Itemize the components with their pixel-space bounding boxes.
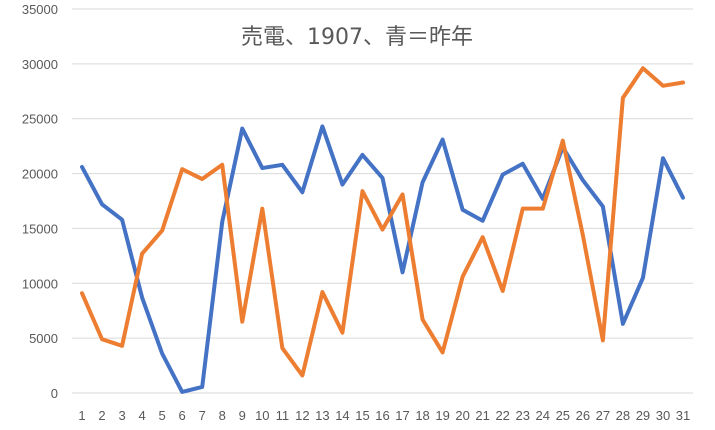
x-tick-label: 23 <box>515 408 529 423</box>
x-tick-label: 22 <box>495 408 509 423</box>
x-tick-label: 17 <box>395 408 409 423</box>
y-tick-label: 0 <box>51 386 58 401</box>
x-tick-label: 16 <box>375 408 389 423</box>
x-tick-label: 10 <box>255 408 269 423</box>
y-tick-label: 30000 <box>22 57 58 72</box>
series-lines <box>80 66 685 394</box>
x-tick-label: 21 <box>475 408 489 423</box>
x-tick-label: 1 <box>78 408 85 423</box>
chart-title: 売電、1907、青＝昨年 <box>241 25 473 50</box>
x-tick-label: 2 <box>98 408 105 423</box>
y-axis-ticks: 0 5000 10000 15000 20000 25000 30000 35000 <box>22 2 58 401</box>
x-tick-label: 14 <box>335 408 349 423</box>
x-tick-label: 12 <box>295 408 309 423</box>
gridlines <box>72 8 693 394</box>
x-tick-label: 5 <box>159 408 166 423</box>
x-tick-label: 3 <box>118 408 125 423</box>
x-tick-label: 11 <box>276 408 290 423</box>
x-tick-label: 27 <box>596 408 610 423</box>
x-tick-label: 20 <box>455 408 469 423</box>
series-line-2 <box>80 66 685 378</box>
series-line-1 <box>80 124 685 394</box>
x-tick-label: 6 <box>179 408 186 423</box>
x-tick-label: 28 <box>616 408 630 423</box>
x-tick-label: 13 <box>315 408 329 423</box>
y-tick-label: 20000 <box>22 167 58 182</box>
y-tick-label: 15000 <box>22 221 58 236</box>
x-tick-label: 19 <box>435 408 449 423</box>
x-tick-label: 24 <box>536 408 550 423</box>
x-tick-label: 4 <box>138 408 145 423</box>
x-axis-ticks: 1 2 3 4 5 6 7 8 9 10 11 12 13 14 15 16 17 18 19 20 21 22 23 24 2… <box>78 408 690 423</box>
x-tick-label: 26 <box>576 408 590 423</box>
x-tick-label: 30 <box>656 408 670 423</box>
y-tick-label: 35000 <box>22 2 58 17</box>
x-tick-label: 9 <box>239 408 246 423</box>
x-tick-label: 25 <box>556 408 570 423</box>
y-tick-label: 25000 <box>22 112 58 127</box>
x-tick-label: 7 <box>199 408 206 423</box>
y-tick-label: 5000 <box>29 331 58 346</box>
x-tick-label: 18 <box>415 408 429 423</box>
y-tick-label: 10000 <box>22 276 58 291</box>
x-tick-label: 15 <box>355 408 369 423</box>
x-tick-label: 8 <box>219 408 226 423</box>
x-tick-label: 29 <box>636 408 650 423</box>
x-tick-label: 31 <box>676 408 690 423</box>
